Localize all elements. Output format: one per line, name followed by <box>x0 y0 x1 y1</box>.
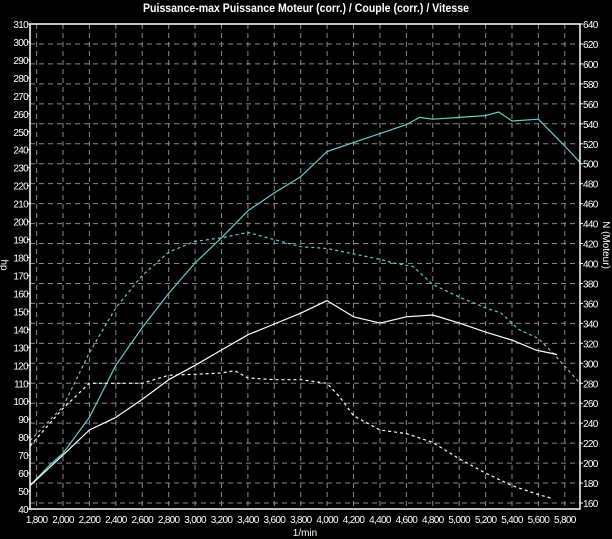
x-tick-label: 5,200 <box>475 515 498 526</box>
y-left-tick-label: 70 <box>18 451 29 462</box>
y-left-tick-label: 150 <box>13 307 29 318</box>
y-right-tick-label: 500 <box>583 160 599 171</box>
x-tick-label: 3,400 <box>237 515 260 526</box>
y-right-tick-label: 180 <box>583 479 599 490</box>
y-right-tick-label: 460 <box>583 200 599 211</box>
x-tick-label: 5,800 <box>554 515 577 526</box>
x-tick-label: 5,000 <box>448 515 471 526</box>
x-tick-label: 3,000 <box>184 515 207 526</box>
y-left-tick-label: 270 <box>13 92 29 103</box>
series-line-2 <box>29 300 558 487</box>
y-right-tick-label: 520 <box>583 140 599 151</box>
x-tick-label: 4,600 <box>396 515 419 526</box>
grid <box>30 23 580 509</box>
y-left-tick-label: 40 <box>18 505 29 516</box>
y-left-tick-label: 120 <box>13 361 29 372</box>
y-left-tick-label: 130 <box>13 343 29 354</box>
plot-frame <box>29 23 581 510</box>
x-tick-label: 2,200 <box>79 515 102 526</box>
y-right-tick-label: 600 <box>583 60 599 71</box>
x-tick-label: 1,800 <box>26 515 49 526</box>
x-tick-label: 4,800 <box>422 515 445 526</box>
y-left-tick-label: 250 <box>13 128 29 139</box>
y-left-tick-label: 90 <box>18 415 29 426</box>
y-left-tick-label: 140 <box>13 325 29 336</box>
series-line-3 <box>29 370 552 499</box>
y-left-axis-ticks: 310 300 290 280 270 260 250 240 230 220 210 200 190 1… <box>13 20 30 516</box>
y-left-tick-label: 280 <box>13 74 29 85</box>
y-left-tick-label: 50 <box>18 487 29 498</box>
y-left-tick-label: 180 <box>13 254 29 265</box>
x-tick-label: 2,400 <box>105 515 128 526</box>
x-tick-label: 4,200 <box>343 515 366 526</box>
y-right-tick-label: 560 <box>583 100 599 111</box>
x-tick-label: 5,600 <box>528 515 551 526</box>
y-right-axis-label: N (Moteur) <box>600 221 611 269</box>
x-axis-label: 1/min <box>293 528 317 539</box>
series-line-1 <box>29 231 581 442</box>
y-right-tick-label: 200 <box>583 459 599 470</box>
y-right-tick-label: 380 <box>583 279 599 290</box>
y-left-tick-label: 230 <box>13 164 29 175</box>
y-right-tick-label: 340 <box>583 319 599 330</box>
y-right-tick-label: 360 <box>583 299 599 310</box>
y-left-tick-label: 170 <box>13 271 29 282</box>
y-left-tick-label: 310 <box>13 20 29 31</box>
y-right-tick-label: 440 <box>583 220 599 231</box>
x-tick-label: 3,800 <box>290 515 313 526</box>
y-left-tick-label: 290 <box>13 56 29 67</box>
y-right-tick-label: 240 <box>583 419 599 430</box>
y-right-tick-label: 580 <box>583 80 599 91</box>
x-tick-label: 4,400 <box>369 515 392 526</box>
y-left-tick-label: 210 <box>13 200 29 211</box>
y-right-tick-label: 320 <box>583 339 599 350</box>
y-left-tick-label: 80 <box>18 433 29 444</box>
y-left-tick-label: 100 <box>13 397 29 408</box>
y-left-axis-label: hp <box>0 259 9 271</box>
y-right-tick-label: 300 <box>583 359 599 370</box>
x-tick-label: 3,200 <box>211 515 234 526</box>
y-right-tick-label: 480 <box>583 180 599 191</box>
x-tick-label: 5,400 <box>501 515 524 526</box>
y-right-tick-label: 260 <box>583 399 599 410</box>
y-left-tick-label: 260 <box>13 110 29 121</box>
x-tick-label: 2,000 <box>52 515 75 526</box>
x-tick-label: 2,600 <box>131 515 154 526</box>
y-left-tick-label: 60 <box>18 469 29 480</box>
y-right-axis-ticks: 640 620 600 580 560 540 520 500 480 460 440 420 400 3… <box>580 20 599 510</box>
x-tick-label: 2,800 <box>158 515 181 526</box>
chart-title: Puissance-max Puissance Moteur (corr.) /… <box>143 2 469 15</box>
x-tick-label: 4,000 <box>316 515 339 526</box>
series-group <box>29 111 581 499</box>
x-tick-label: 3,600 <box>264 515 287 526</box>
y-right-tick-label: 280 <box>583 379 599 390</box>
y-left-tick-label: 300 <box>13 38 29 49</box>
y-left-tick-label: 220 <box>13 182 29 193</box>
y-left-tick-label: 160 <box>13 289 29 300</box>
y-right-tick-label: 420 <box>583 240 599 251</box>
y-right-tick-label: 160 <box>583 499 599 510</box>
y-right-tick-label: 540 <box>583 120 599 131</box>
y-right-tick-label: 220 <box>583 439 599 450</box>
y-right-tick-label: 400 <box>583 260 599 271</box>
y-left-tick-label: 240 <box>13 146 29 157</box>
y-left-tick-label: 190 <box>13 236 29 247</box>
y-right-tick-label: 640 <box>583 20 599 31</box>
series-line-0 <box>29 111 581 487</box>
y-left-tick-label: 110 <box>14 379 29 390</box>
y-right-tick-label: 620 <box>583 40 599 51</box>
x-axis-ticks: 1,800 2,000 2,200 2,400 2,600 2,800 3,000 3,200… <box>26 515 578 526</box>
y-left-tick-label: 200 <box>13 218 29 229</box>
